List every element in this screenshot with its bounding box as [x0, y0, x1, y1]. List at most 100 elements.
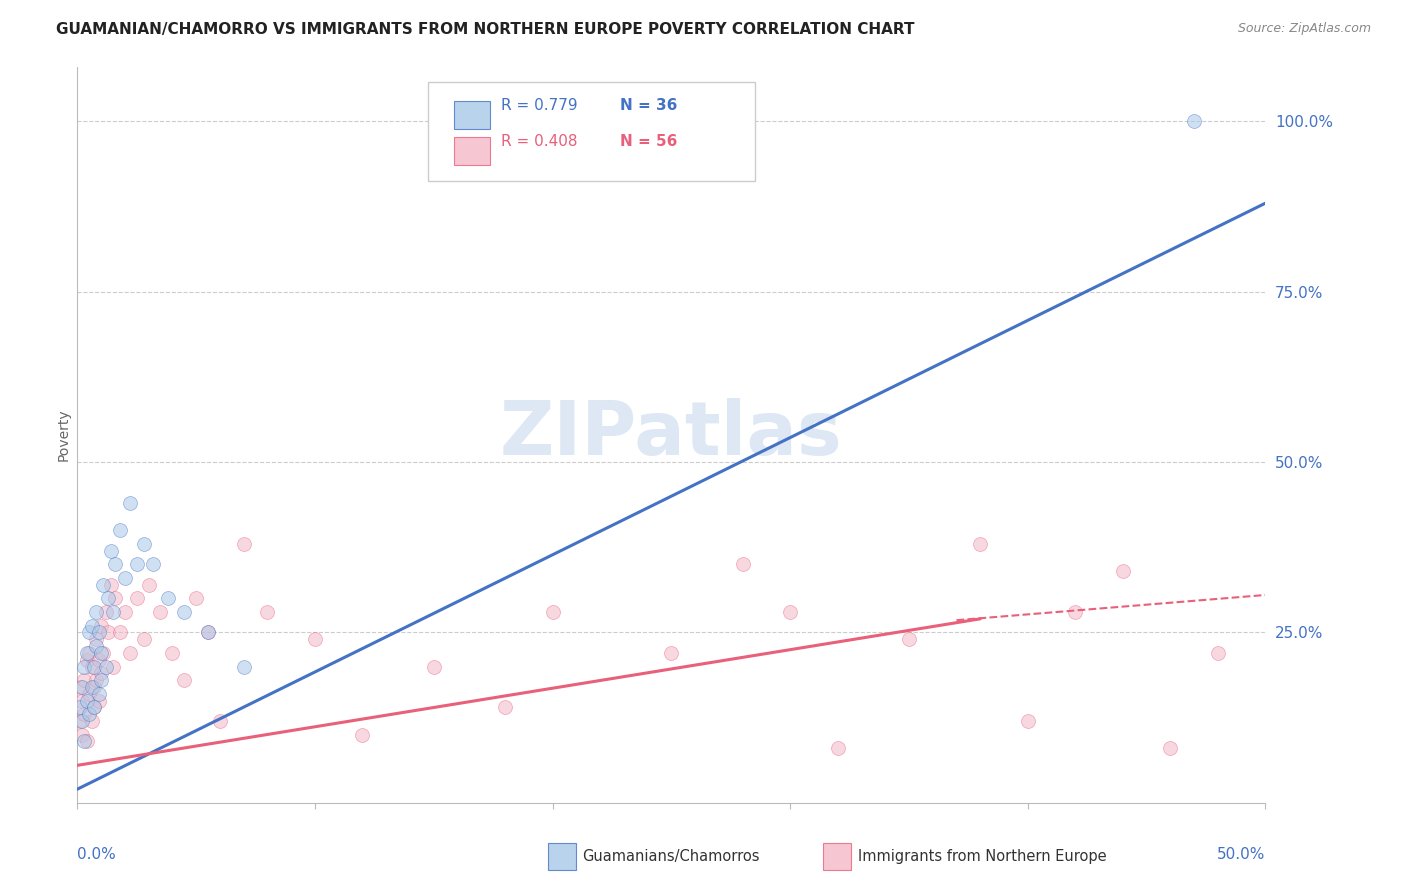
Point	[827, 741, 849, 756]
Point	[731, 558, 754, 572]
Point	[69, 700, 91, 714]
Point	[197, 625, 219, 640]
Text: R = 0.779: R = 0.779	[502, 98, 578, 113]
Point	[352, 728, 374, 742]
Point	[100, 543, 122, 558]
Point	[93, 646, 115, 660]
Point	[73, 734, 96, 748]
FancyBboxPatch shape	[454, 136, 489, 165]
Point	[76, 734, 98, 748]
Text: Immigrants from Northern Europe: Immigrants from Northern Europe	[858, 849, 1107, 863]
Point	[97, 591, 120, 606]
Point	[173, 605, 195, 619]
Point	[86, 673, 108, 688]
Point	[87, 653, 110, 667]
Point	[125, 558, 148, 572]
Point	[232, 537, 254, 551]
Point	[86, 639, 108, 653]
Point	[83, 700, 105, 714]
Point	[87, 625, 110, 640]
Point	[77, 687, 100, 701]
Point	[779, 605, 801, 619]
Point	[83, 680, 105, 694]
Point	[76, 693, 98, 707]
Point	[101, 659, 124, 673]
Point	[70, 680, 93, 694]
Point	[93, 578, 115, 592]
Point	[1017, 714, 1039, 728]
Point	[100, 578, 122, 592]
Point	[118, 646, 141, 660]
Point	[173, 673, 195, 688]
Point	[898, 632, 921, 647]
Point	[1064, 605, 1087, 619]
Point	[73, 673, 96, 688]
Point	[142, 558, 165, 572]
Point	[1182, 114, 1205, 128]
Point	[1159, 741, 1181, 756]
Point	[90, 618, 112, 632]
Point	[101, 605, 124, 619]
Text: N = 36: N = 36	[620, 98, 678, 113]
FancyBboxPatch shape	[454, 102, 489, 129]
FancyBboxPatch shape	[427, 82, 755, 181]
Text: Source: ZipAtlas.com: Source: ZipAtlas.com	[1237, 22, 1371, 36]
Point	[1112, 564, 1135, 578]
Point	[494, 700, 516, 714]
Point	[162, 646, 184, 660]
Point	[73, 707, 96, 722]
Point	[104, 558, 127, 572]
Point	[69, 714, 91, 728]
Point	[90, 673, 112, 688]
Point	[138, 578, 160, 592]
Point	[87, 687, 110, 701]
Point	[1206, 646, 1229, 660]
Point	[80, 714, 103, 728]
Point	[149, 605, 172, 619]
Text: GUAMANIAN/CHAMORRO VS IMMIGRANTS FROM NORTHERN EUROPE POVERTY CORRELATION CHART: GUAMANIAN/CHAMORRO VS IMMIGRANTS FROM NO…	[56, 22, 915, 37]
Point	[97, 625, 120, 640]
Point	[80, 659, 103, 673]
Point	[304, 632, 326, 647]
Y-axis label: Poverty: Poverty	[56, 409, 70, 461]
Text: Guamanians/Chamorros: Guamanians/Chamorros	[582, 849, 759, 863]
Point	[125, 591, 148, 606]
Point	[104, 591, 127, 606]
Point	[86, 605, 108, 619]
Point	[83, 700, 105, 714]
Point	[132, 632, 155, 647]
Point	[118, 496, 141, 510]
Point	[156, 591, 179, 606]
Point	[70, 693, 93, 707]
Text: N = 56: N = 56	[620, 134, 678, 149]
Point	[94, 605, 117, 619]
Point	[86, 632, 108, 647]
Point	[80, 618, 103, 632]
Point	[108, 625, 131, 640]
Point	[83, 659, 105, 673]
Point	[541, 605, 564, 619]
Point	[256, 605, 278, 619]
Point	[90, 666, 112, 681]
Point	[197, 625, 219, 640]
Point	[70, 714, 93, 728]
Point	[969, 537, 991, 551]
Point	[132, 537, 155, 551]
Point	[73, 659, 96, 673]
Text: 50.0%: 50.0%	[1218, 847, 1265, 862]
Point	[77, 625, 100, 640]
Point	[108, 523, 131, 537]
Point	[90, 646, 112, 660]
Point	[114, 605, 136, 619]
Point	[661, 646, 683, 660]
Point	[186, 591, 208, 606]
Text: 0.0%: 0.0%	[77, 847, 117, 862]
Point	[87, 693, 110, 707]
Point	[94, 659, 117, 673]
Point	[76, 653, 98, 667]
Point	[70, 728, 93, 742]
Point	[69, 680, 91, 694]
Text: ZIPatlas: ZIPatlas	[501, 399, 842, 471]
Point	[208, 714, 231, 728]
Point	[232, 659, 254, 673]
